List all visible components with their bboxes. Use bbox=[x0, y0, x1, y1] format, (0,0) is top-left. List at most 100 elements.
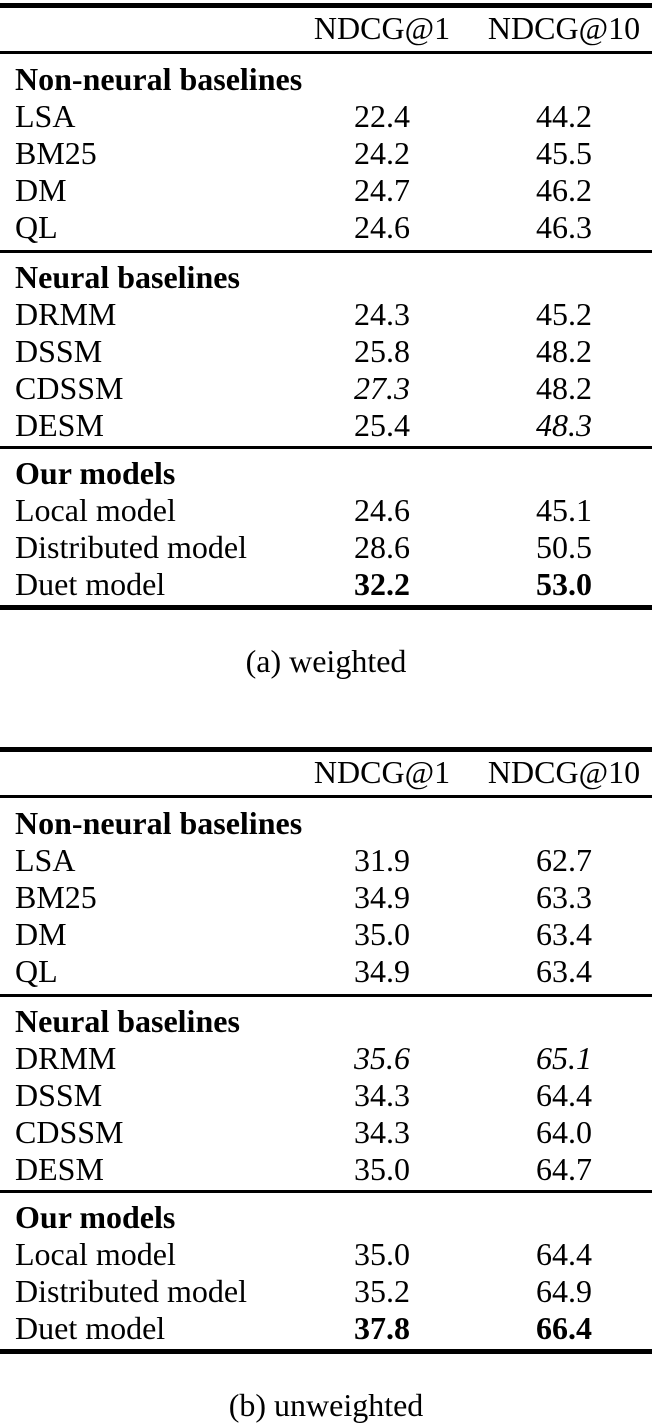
row-label: DSSM bbox=[15, 333, 103, 369]
section-header-row: Neural baselines bbox=[0, 1003, 652, 1040]
table-row: Distributed model 35.2 64.9 bbox=[0, 1273, 652, 1310]
table-row: BM25 34.9 63.3 bbox=[0, 879, 652, 916]
table-row: Local model 35.0 64.4 bbox=[0, 1236, 652, 1273]
metric-value-ndcg10: 64.4 bbox=[536, 1236, 592, 1272]
table-frame: NDCG@1 NDCG@10 Non-neural baselines LSA … bbox=[0, 747, 652, 1354]
table-row: Local model 24.6 45.1 bbox=[0, 492, 652, 529]
metric-value-ndcg10: 48.2 bbox=[536, 333, 592, 369]
metric-value-ndcg1: 35.2 bbox=[354, 1273, 410, 1309]
section-header-row: Neural baselines bbox=[0, 259, 652, 296]
section-rows: LSA 31.9 62.7 BM25 34.9 63.3 DM 35.0 63.… bbox=[0, 842, 652, 990]
table-body: Non-neural baselines LSA 22.4 44.2 BM25 … bbox=[0, 54, 652, 605]
row-label: Distributed model bbox=[15, 1273, 247, 1309]
metric-value-ndcg10: 64.7 bbox=[536, 1151, 592, 1187]
metric-value-ndcg10: 46.2 bbox=[536, 172, 592, 208]
table-section: Our models Local model 35.0 64.4 Distrib… bbox=[0, 1190, 652, 1349]
metric-value-ndcg10: 64.4 bbox=[536, 1077, 592, 1113]
section-header: Neural baselines bbox=[15, 259, 240, 295]
table-row: DM 35.0 63.4 bbox=[0, 916, 652, 953]
metric-value-ndcg1: 22.4 bbox=[354, 98, 410, 134]
table-body: Non-neural baselines LSA 31.9 62.7 BM25 … bbox=[0, 798, 652, 1349]
section-header: Non-neural baselines bbox=[15, 61, 303, 97]
column-header-ndcg10: NDCG@10 bbox=[487, 754, 641, 790]
table-row: LSA 31.9 62.7 bbox=[0, 842, 652, 879]
table-row: Duet model 32.2 53.0 bbox=[0, 566, 652, 603]
table-section: Neural baselines DRMM 35.6 65.1 DSSM 34.… bbox=[0, 994, 652, 1190]
row-label: CDSSM bbox=[15, 370, 124, 406]
row-label: DM bbox=[15, 916, 67, 952]
metric-value-ndcg1: 34.9 bbox=[354, 953, 410, 989]
metric-value-ndcg10: 48.3 bbox=[536, 407, 592, 443]
section-header: Neural baselines bbox=[15, 1003, 240, 1039]
metric-value-ndcg1: 35.0 bbox=[354, 1151, 410, 1187]
table-row: Duet model 37.8 66.4 bbox=[0, 1310, 652, 1347]
metric-value-ndcg1: 34.3 bbox=[354, 1077, 410, 1113]
metric-value-ndcg10: 63.4 bbox=[536, 916, 592, 952]
table-row: Distributed model 28.6 50.5 bbox=[0, 529, 652, 566]
table-row: LSA 22.4 44.2 bbox=[0, 98, 652, 135]
metric-value-ndcg10: 45.2 bbox=[536, 296, 592, 332]
metric-value-ndcg1: 34.3 bbox=[354, 1114, 410, 1150]
section-header-row: Our models bbox=[0, 455, 652, 492]
metric-value-ndcg10: 45.1 bbox=[536, 492, 592, 528]
metric-value-ndcg10: 44.2 bbox=[536, 98, 592, 134]
metric-value-ndcg1: 34.9 bbox=[354, 879, 410, 915]
metric-value-ndcg10: 46.3 bbox=[536, 209, 592, 245]
section-header-row: Non-neural baselines bbox=[0, 61, 652, 98]
table-header-row: NDCG@1 NDCG@10 bbox=[0, 752, 652, 798]
metric-value-ndcg10: 65.1 bbox=[536, 1040, 592, 1076]
section-header-row: Non-neural baselines bbox=[0, 805, 652, 842]
table-row: QL 24.6 46.3 bbox=[0, 209, 652, 246]
row-label: BM25 bbox=[15, 879, 97, 915]
metric-value-ndcg1: 32.2 bbox=[354, 566, 410, 602]
row-label: DSSM bbox=[15, 1077, 103, 1113]
metric-value-ndcg10: 64.9 bbox=[536, 1273, 592, 1309]
table-header-row: NDCG@1 NDCG@10 bbox=[0, 8, 652, 54]
table-row: DSSM 34.3 64.4 bbox=[0, 1077, 652, 1114]
table-row: QL 34.9 63.4 bbox=[0, 953, 652, 990]
section-rows: Local model 35.0 64.4 Distributed model … bbox=[0, 1236, 652, 1347]
row-label: LSA bbox=[15, 842, 76, 878]
row-label: QL bbox=[15, 953, 58, 989]
table-row: BM25 24.2 45.5 bbox=[0, 135, 652, 172]
metric-value-ndcg1: 25.4 bbox=[354, 407, 410, 443]
table-row: DRMM 35.6 65.1 bbox=[0, 1040, 652, 1077]
row-label: LSA bbox=[15, 98, 76, 134]
table-section: Non-neural baselines LSA 31.9 62.7 BM25 … bbox=[0, 798, 652, 994]
column-header-ndcg1: NDCG@1 bbox=[313, 10, 451, 46]
table-frame: NDCG@1 NDCG@10 Non-neural baselines LSA … bbox=[0, 3, 652, 610]
row-label: DESM bbox=[15, 407, 104, 443]
results-tables-container: NDCG@1 NDCG@10 Non-neural baselines LSA … bbox=[0, 3, 652, 1423]
metric-value-ndcg1: 31.9 bbox=[354, 842, 410, 878]
table-section: Neural baselines DRMM 24.3 45.2 DSSM 25.… bbox=[0, 250, 652, 446]
row-label: DRMM bbox=[15, 1040, 117, 1076]
table-row: DRMM 24.3 45.2 bbox=[0, 296, 652, 333]
row-label: Local model bbox=[15, 492, 176, 528]
table-caption: (a) weighted bbox=[245, 643, 407, 679]
metric-value-ndcg10: 50.5 bbox=[536, 529, 592, 565]
table-row: DSSM 25.8 48.2 bbox=[0, 333, 652, 370]
metric-value-ndcg10: 66.4 bbox=[536, 1310, 592, 1346]
metric-value-ndcg1: 24.6 bbox=[354, 492, 410, 528]
results-table-weighted: NDCG@1 NDCG@10 Non-neural baselines LSA … bbox=[0, 3, 652, 679]
results-table-unweighted: NDCG@1 NDCG@10 Non-neural baselines LSA … bbox=[0, 747, 652, 1423]
metric-value-ndcg10: 45.5 bbox=[536, 135, 592, 171]
metric-value-ndcg1: 35.0 bbox=[354, 1236, 410, 1272]
metric-value-ndcg10: 48.2 bbox=[536, 370, 592, 406]
metric-value-ndcg1: 37.8 bbox=[354, 1310, 410, 1346]
table-row: CDSSM 27.3 48.2 bbox=[0, 370, 652, 407]
section-header: Non-neural baselines bbox=[15, 805, 303, 841]
column-header-ndcg1: NDCG@1 bbox=[313, 754, 451, 790]
section-rows: DRMM 24.3 45.2 DSSM 25.8 48.2 CDSSM 27.3… bbox=[0, 296, 652, 444]
section-rows: Local model 24.6 45.1 Distributed model … bbox=[0, 492, 652, 603]
metric-value-ndcg1: 25.8 bbox=[354, 333, 410, 369]
metric-value-ndcg1: 24.6 bbox=[354, 209, 410, 245]
metric-value-ndcg1: 35.0 bbox=[354, 916, 410, 952]
table-row: DESM 35.0 64.7 bbox=[0, 1151, 652, 1188]
metric-value-ndcg1: 24.3 bbox=[354, 296, 410, 332]
row-label: DRMM bbox=[15, 296, 117, 332]
section-rows: LSA 22.4 44.2 BM25 24.2 45.5 DM 24.7 46.… bbox=[0, 98, 652, 246]
metric-value-ndcg1: 28.6 bbox=[354, 529, 410, 565]
section-header: Our models bbox=[15, 455, 176, 491]
